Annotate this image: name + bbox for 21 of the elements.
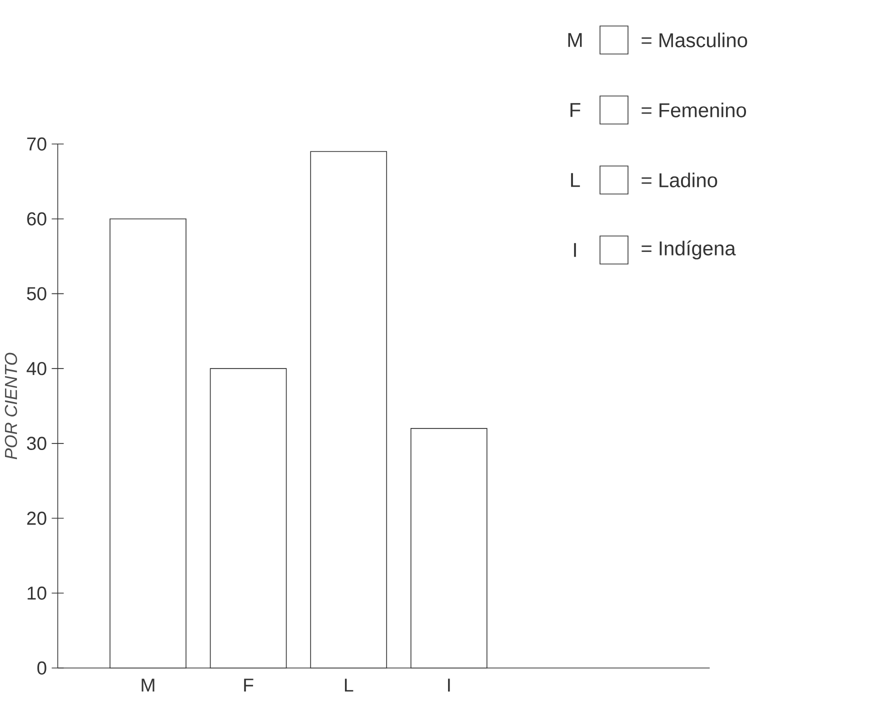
y-tick-label: 40	[26, 362, 46, 376]
y-tick-label: 50	[27, 287, 46, 300]
category-label: F	[570, 103, 580, 117]
legend-label: = Femenino	[642, 102, 746, 118]
x-tick-label: L	[344, 678, 354, 692]
y-tick-label: 20	[27, 512, 46, 525]
y-tick-label: 70	[27, 137, 46, 151]
x-tick-label: F	[244, 678, 254, 692]
legend-label: = Indígena	[642, 240, 736, 260]
category-label: I	[574, 243, 576, 257]
y-axis-title: POR CIENTO	[4, 352, 18, 460]
category-label: M	[568, 33, 582, 47]
legend-label: = Masculino	[642, 32, 748, 48]
y-tick-label: 10	[28, 586, 46, 600]
x-tick-label: M	[142, 678, 154, 692]
legend-label: = Ladino	[642, 172, 718, 188]
y-tick-label: 30	[26, 436, 46, 450]
y-tick-label: 0	[37, 661, 46, 675]
x-tick-label: I	[448, 678, 450, 692]
category-label: L	[571, 173, 580, 187]
y-tick-label: 60	[27, 212, 46, 226]
